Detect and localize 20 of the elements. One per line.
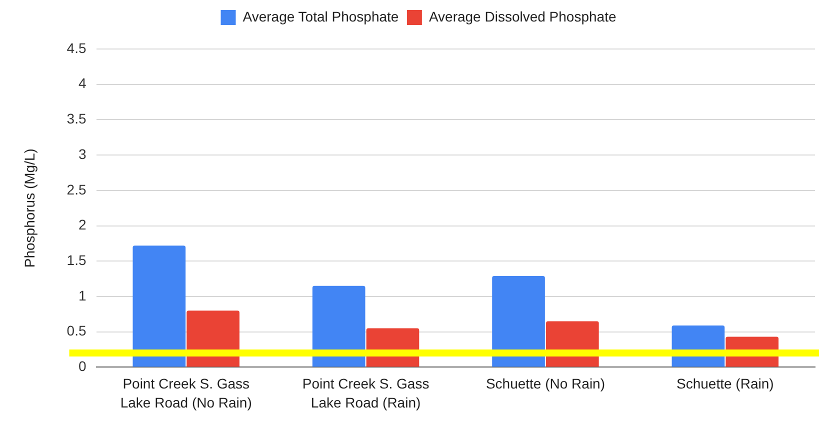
y-tick-label: 1 [78, 287, 86, 304]
legend-label: Average Total Phosphate [242, 8, 399, 24]
x-tick-label: Point Creek S. Gass Lake Road (Rain) [302, 376, 430, 410]
y-tick-label: 1.5 [66, 252, 86, 268]
y-tick-label: 2 [78, 216, 86, 233]
bar [492, 276, 545, 367]
y-tick-label: 2.5 [66, 181, 86, 198]
y-tick-label: 4 [78, 75, 86, 92]
bar [132, 246, 186, 367]
x-tick-label: Schuette (Rain) [676, 376, 774, 392]
y-tick-label: 4.5 [66, 40, 86, 56]
x-tick-label: Point Creek S. Gass Lake Road (No Rain) [120, 376, 252, 410]
y-tick-label: 3 [78, 146, 86, 162]
y-tick-label: 3.5 [66, 110, 86, 127]
x-tick-label: Schuette (No Rain) [486, 376, 606, 392]
y-axis-title: Phosphorus (Mg/L) [21, 148, 38, 268]
y-tick-label: 0.5 [66, 322, 86, 339]
bar [312, 286, 366, 367]
legend-label: Average Dissolved Phosphate [428, 8, 616, 24]
y-tick-label: 0 [78, 358, 86, 374]
